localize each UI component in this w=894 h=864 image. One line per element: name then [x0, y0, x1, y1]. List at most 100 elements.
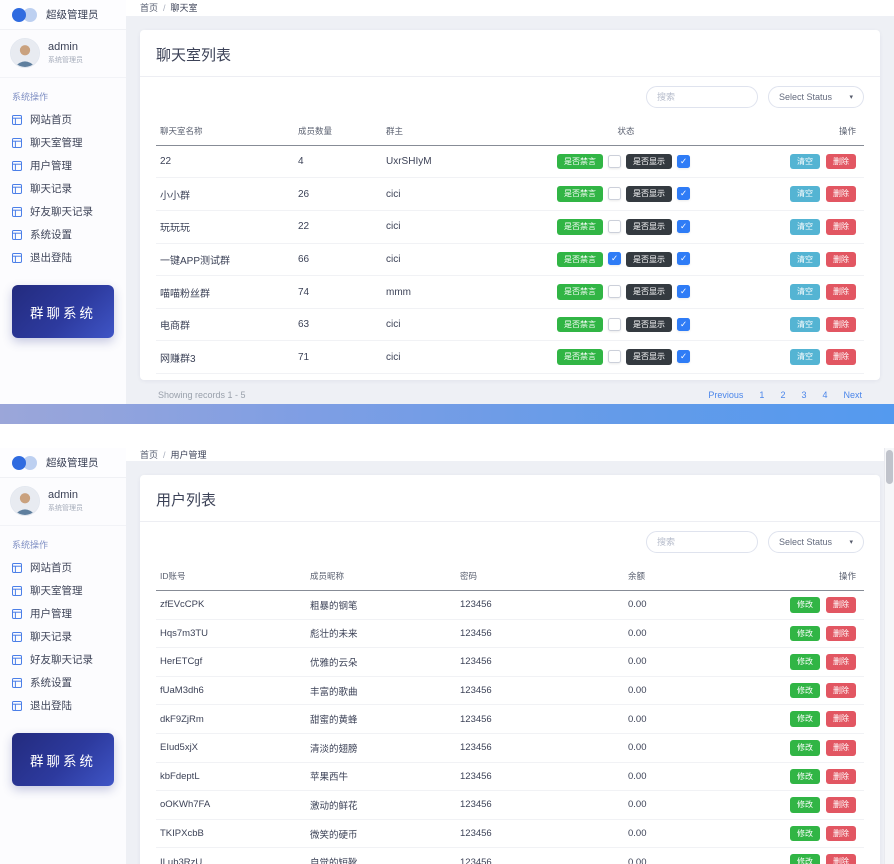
show-toggle-button[interactable]: 是否显示	[626, 219, 672, 235]
mute-checkbox[interactable]	[608, 317, 621, 331]
sidebar-item-4[interactable]: 好友聊天记录	[0, 200, 126, 223]
delete-button[interactable]: 删除	[826, 825, 856, 842]
sidebar-item-1[interactable]: 聊天室管理	[0, 579, 126, 602]
clear-button[interactable]: 清空	[790, 316, 820, 333]
mute-toggle-button[interactable]: 是否禁言	[557, 153, 603, 170]
breadcrumb-home[interactable]: 首页	[140, 450, 159, 460]
edit-button[interactable]: 修改	[790, 797, 820, 813]
clear-button[interactable]: 清空	[790, 153, 820, 170]
mute-toggle-button[interactable]: 是否禁言	[557, 284, 603, 300]
delete-button[interactable]: 删除	[826, 854, 856, 864]
delete-button[interactable]: 删除	[826, 284, 856, 300]
delete-button[interactable]: 删除	[826, 251, 856, 268]
delete-button[interactable]: 删除	[826, 682, 856, 699]
show-toggle-button[interactable]: 是否显示	[626, 316, 672, 333]
show-toggle-button[interactable]: 是否显示	[626, 153, 672, 170]
edit-button[interactable]: 修改	[790, 597, 820, 613]
clear-button[interactable]: 清空	[790, 251, 820, 268]
delete-button[interactable]: 删除	[826, 654, 856, 670]
show-checkbox[interactable]: ✓	[677, 285, 690, 299]
sidebar-item-3[interactable]: 聊天记录	[0, 625, 126, 648]
show-toggle-button[interactable]: 是否显示	[626, 251, 672, 268]
user-nickname: 甜蜜的黄蜂	[306, 704, 456, 734]
page-previous[interactable]: Previous	[708, 390, 744, 400]
clear-button[interactable]: 清空	[790, 219, 820, 235]
clear-button[interactable]: 清空	[790, 284, 820, 300]
sidebar-item-2[interactable]: 用户管理	[0, 602, 126, 625]
table-footer: Showing records 1 - 5 Previous 1 2 3 4 Next	[154, 380, 866, 410]
edit-button[interactable]: 修改	[790, 825, 820, 842]
page-next[interactable]: Next	[843, 390, 862, 400]
delete-button[interactable]: 删除	[826, 219, 856, 235]
delete-button[interactable]: 删除	[826, 625, 856, 642]
delete-button[interactable]: 删除	[826, 186, 856, 203]
delete-button[interactable]: 删除	[826, 797, 856, 813]
user-nickname: 激动的鲜花	[306, 790, 456, 820]
show-checkbox[interactable]: ✓	[677, 154, 690, 168]
edit-button[interactable]: 修改	[790, 682, 820, 699]
page-number[interactable]: 3	[801, 390, 807, 400]
show-checkbox[interactable]: ✓	[677, 317, 690, 331]
mute-checkbox[interactable]	[608, 350, 621, 364]
mute-toggle-button[interactable]: 是否禁言	[557, 316, 603, 333]
search-input[interactable]	[646, 531, 758, 553]
delete-button[interactable]: 删除	[826, 711, 856, 727]
mute-toggle-button[interactable]: 是否禁言	[557, 251, 603, 268]
delete-button[interactable]: 删除	[826, 349, 856, 365]
delete-button[interactable]: 删除	[826, 597, 856, 613]
mute-checkbox[interactable]	[608, 219, 621, 233]
page-number[interactable]: 2	[780, 390, 786, 400]
table-row: Hqs7m3TU 彪壮的未来 123456 0.00 修改 删除	[156, 619, 864, 649]
mute-toggle-button[interactable]: 是否禁言	[557, 186, 603, 203]
sidebar-item-5[interactable]: 系统设置	[0, 671, 126, 694]
delete-button[interactable]: 删除	[826, 153, 856, 170]
scrollbar-thumb[interactable]	[886, 450, 893, 484]
show-checkbox[interactable]: ✓	[677, 187, 690, 201]
edit-button[interactable]: 修改	[790, 768, 820, 785]
sidebar-item-4[interactable]: 好友聊天记录	[0, 648, 126, 671]
user-id: TKIPXcbB	[156, 819, 306, 849]
sidebar-item-6[interactable]: 退出登陆	[0, 694, 126, 717]
system-banner[interactable]: 群聊系统	[12, 733, 114, 786]
sidebar-item-1[interactable]: 聊天室管理	[0, 131, 126, 154]
page-number[interactable]: 4	[822, 390, 828, 400]
mute-toggle-button[interactable]: 是否禁言	[557, 349, 603, 365]
sidebar-item-0[interactable]: 网站首页	[0, 556, 126, 579]
status-filter-select[interactable]: Select Status ▾	[768, 531, 864, 553]
show-toggle-button[interactable]: 是否显示	[626, 186, 672, 203]
user-nickname: 粗暴的钢笔	[306, 590, 456, 620]
delete-button[interactable]: 删除	[826, 739, 856, 756]
show-checkbox[interactable]: ✓	[677, 219, 690, 233]
status-filter-select[interactable]: Select Status ▾	[768, 85, 864, 108]
delete-button[interactable]: 删除	[826, 316, 856, 333]
breadcrumb-home[interactable]: 首页	[140, 3, 159, 14]
sidebar-item-2[interactable]: 用户管理	[0, 154, 126, 177]
edit-button[interactable]: 修改	[790, 739, 820, 756]
page-number[interactable]: 1	[759, 390, 765, 400]
show-toggle-button[interactable]: 是否显示	[626, 349, 672, 365]
clear-button[interactable]: 清空	[790, 186, 820, 203]
sidebar-item-5[interactable]: 系统设置	[0, 223, 126, 246]
vertical-scrollbar[interactable]	[884, 448, 894, 864]
clear-button[interactable]: 清空	[790, 349, 820, 365]
sidebar-item-0[interactable]: 网站首页	[0, 108, 126, 131]
system-banner[interactable]: 群聊系统	[12, 285, 114, 338]
edit-button[interactable]: 修改	[790, 854, 820, 864]
search-input[interactable]	[646, 85, 758, 108]
chevron-down-icon: ▾	[849, 93, 853, 101]
mute-checkbox[interactable]	[608, 154, 621, 168]
edit-button[interactable]: 修改	[790, 625, 820, 642]
sidebar-item-6[interactable]: 退出登陆	[0, 246, 126, 269]
sidebar-item-3[interactable]: 聊天记录	[0, 177, 126, 200]
mute-checkbox[interactable]	[608, 285, 621, 299]
show-checkbox[interactable]: ✓	[677, 350, 690, 364]
mute-checkbox[interactable]: ✓	[608, 252, 621, 266]
edit-button[interactable]: 修改	[790, 711, 820, 727]
show-toggle-button[interactable]: 是否显示	[626, 284, 672, 300]
show-checkbox[interactable]: ✓	[677, 252, 690, 266]
edit-button[interactable]: 修改	[790, 654, 820, 670]
mute-checkbox[interactable]	[608, 187, 621, 201]
mute-toggle-button[interactable]: 是否禁言	[557, 219, 603, 235]
delete-button[interactable]: 删除	[826, 768, 856, 785]
